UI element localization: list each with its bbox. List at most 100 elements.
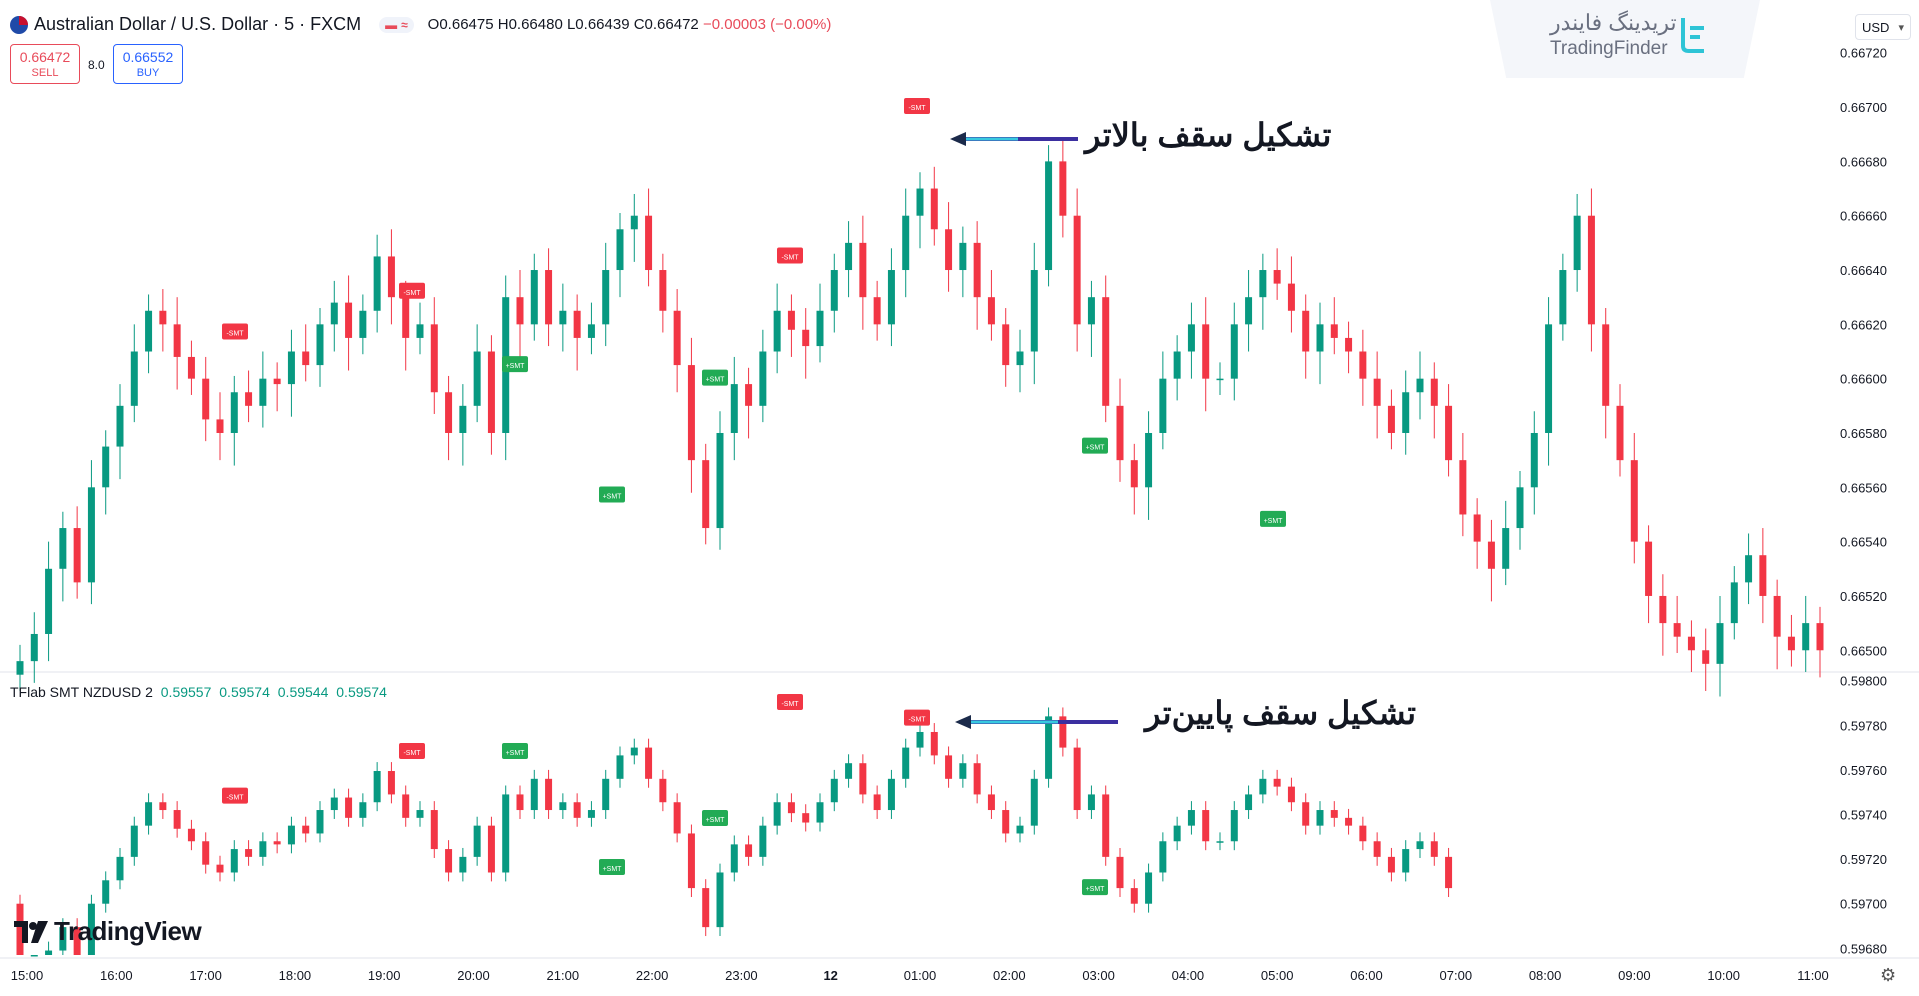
candle-main bbox=[1159, 351, 1167, 450]
candle-sub-body bbox=[930, 731, 938, 756]
candle-main bbox=[59, 511, 67, 602]
candle-body bbox=[745, 384, 753, 406]
candle-sub bbox=[1202, 801, 1210, 851]
candle-main bbox=[802, 308, 810, 379]
candle-main bbox=[659, 253, 667, 333]
candle-main bbox=[1402, 370, 1410, 455]
x-tick-label: 03:00 bbox=[1082, 968, 1115, 983]
candle-sub-body bbox=[873, 794, 881, 811]
candle-body bbox=[773, 310, 781, 352]
candle-main bbox=[859, 215, 867, 330]
candle-sub-body bbox=[1102, 794, 1110, 857]
candle-sub-body bbox=[330, 797, 338, 811]
symbol-title[interactable]: Australian Dollar / U.S. Dollar · 5 · FX… bbox=[34, 14, 362, 34]
candle-sub-body bbox=[359, 802, 367, 818]
candle-main bbox=[773, 283, 781, 374]
candle-main bbox=[916, 172, 924, 249]
buy-button[interactable]: 0.66552 BUY bbox=[113, 44, 183, 84]
candle-sub-body bbox=[730, 844, 738, 873]
candle-sub-body bbox=[1087, 794, 1095, 811]
sell-button[interactable]: 0.66472 SELL bbox=[10, 44, 80, 84]
smt-label-sub: -SMT bbox=[908, 717, 926, 724]
candle-sub bbox=[202, 832, 210, 874]
candle-main bbox=[416, 302, 424, 355]
smt-marker-sub: +SMT bbox=[502, 743, 528, 760]
candle-sub-body bbox=[273, 841, 281, 845]
x-tick-label: 05:00 bbox=[1261, 968, 1294, 983]
candle-body bbox=[1330, 324, 1338, 338]
candle-sub-body bbox=[773, 802, 781, 826]
candle-sub bbox=[759, 816, 767, 866]
smt-marker-sub: +SMT bbox=[599, 859, 625, 876]
candle-main bbox=[16, 644, 24, 692]
candle-main bbox=[1230, 302, 1238, 401]
candle-body bbox=[887, 270, 895, 325]
candle-sub bbox=[273, 832, 281, 854]
candle-main bbox=[1245, 270, 1253, 352]
ohlc-close: C0.66472 bbox=[633, 16, 699, 33]
candle-sub-body bbox=[216, 864, 224, 873]
session-pill[interactable]: ▬ ≈ bbox=[379, 16, 414, 33]
tradingview-logo[interactable]: TradingView bbox=[14, 916, 202, 947]
candle-body bbox=[1659, 595, 1667, 624]
indicator-v3: 0.59544 bbox=[277, 684, 329, 700]
candle-body bbox=[516, 297, 524, 325]
smt-label: -SMT bbox=[781, 254, 799, 261]
candle-sub bbox=[487, 816, 495, 882]
candle-sub-body bbox=[116, 856, 124, 881]
candle-sub-body bbox=[187, 828, 195, 842]
candle-main bbox=[273, 362, 281, 412]
candle-sub bbox=[1230, 801, 1238, 851]
x-tick-label: 12 bbox=[823, 968, 837, 983]
candle-sub-body bbox=[902, 747, 910, 779]
candle-body bbox=[1630, 460, 1638, 542]
x-tick-label: 20:00 bbox=[457, 968, 490, 983]
candle-sub bbox=[973, 754, 981, 804]
candle-main bbox=[145, 294, 153, 374]
candle-main bbox=[1516, 471, 1524, 550]
tradingfinder-logo-icon bbox=[1681, 18, 1704, 53]
candle-body bbox=[1502, 528, 1510, 569]
candle-sub bbox=[1116, 847, 1124, 898]
candle-body bbox=[1216, 378, 1224, 381]
candle-body bbox=[1102, 297, 1110, 406]
candle-sub bbox=[1145, 863, 1153, 913]
candle-sub bbox=[416, 801, 424, 827]
smt-badge bbox=[502, 356, 528, 373]
candle-main bbox=[1373, 351, 1381, 439]
candle-body bbox=[902, 215, 910, 271]
candle-sub-body bbox=[487, 825, 495, 873]
candle-sub bbox=[1087, 785, 1095, 819]
candle-main bbox=[930, 166, 938, 246]
candle-body bbox=[1673, 623, 1681, 637]
candle-sub bbox=[245, 840, 253, 866]
candle-body bbox=[1430, 378, 1438, 406]
candle-body bbox=[1245, 297, 1253, 325]
candle-body bbox=[1316, 324, 1324, 352]
candle-sub-body bbox=[1202, 810, 1210, 842]
smt-marker: -SMT bbox=[399, 282, 425, 299]
candle-main bbox=[1173, 335, 1181, 401]
candle-sub bbox=[1259, 769, 1267, 804]
candle-body bbox=[130, 351, 138, 406]
x-tick-label: 11:00 bbox=[1797, 968, 1829, 983]
candle-main bbox=[645, 188, 653, 287]
candle-body bbox=[987, 297, 995, 325]
indicator-legend[interactable]: TFlab SMT NZDUSD 2 0.59557 0.59574 0.595… bbox=[10, 684, 387, 700]
candle-main bbox=[1730, 566, 1738, 640]
candle-body bbox=[1016, 351, 1024, 366]
settings-gear-icon[interactable]: ⚙ bbox=[1880, 965, 1897, 985]
y-tick-label-sub: 0.59760 bbox=[1840, 763, 1887, 778]
currency-select[interactable]: USD bbox=[1855, 14, 1911, 41]
candle-main bbox=[1616, 384, 1624, 477]
candle-main bbox=[730, 356, 738, 461]
candle-main bbox=[459, 384, 467, 466]
candle-main bbox=[1330, 297, 1338, 355]
candle-body bbox=[173, 324, 181, 357]
candle-sub-body bbox=[16, 903, 24, 955]
candle-sub-body bbox=[316, 810, 324, 834]
y-tick-label-main: 0.66720 bbox=[1840, 46, 1887, 61]
candle-sub-body bbox=[345, 797, 353, 818]
x-tick-label: 19:00 bbox=[368, 968, 401, 983]
